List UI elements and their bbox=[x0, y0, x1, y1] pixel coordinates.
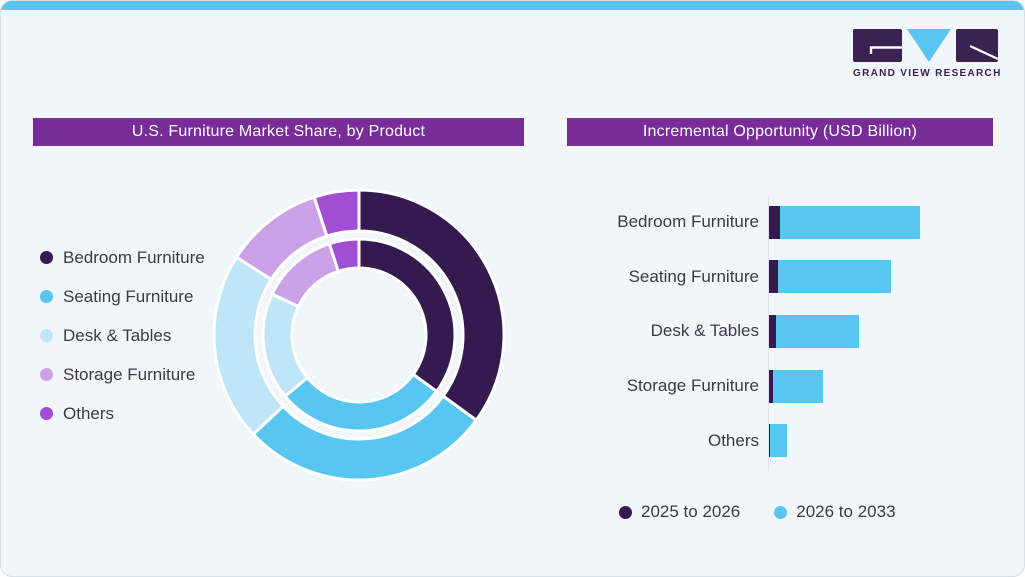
legend-item: Seating Furniture bbox=[40, 277, 205, 316]
legend-item-label: 2026 to 2033 bbox=[796, 502, 896, 521]
bar-chart-legend: 2025 to 2026 2026 to 2033 bbox=[619, 502, 896, 522]
bar-track bbox=[768, 260, 891, 294]
bar-category-label: Desk & Tables bbox=[650, 321, 759, 341]
bar-segment-2025-2026 bbox=[769, 369, 773, 403]
bar-track bbox=[768, 314, 859, 348]
legend-dot bbox=[40, 329, 53, 342]
bar-track bbox=[768, 369, 824, 403]
market-share-donut-chart bbox=[212, 188, 506, 482]
legend-item: 2026 to 2033 bbox=[774, 502, 896, 522]
legend-item-label: Seating Furniture bbox=[63, 286, 194, 306]
legend-item: 2025 to 2026 bbox=[619, 502, 740, 522]
bar-chart-title: Incremental Opportunity (USD Billion) bbox=[567, 118, 993, 146]
legend-item: Desk & Tables bbox=[40, 316, 205, 355]
bar-segment-2026-2033 bbox=[769, 424, 788, 458]
donut-chart-title: U.S. Furniture Market Share, by Product bbox=[33, 118, 524, 146]
bar-track bbox=[768, 424, 788, 458]
logo-v-icon bbox=[907, 29, 951, 62]
bar-row: Seating Furniture bbox=[603, 250, 1013, 305]
legend-item: Bedroom Furniture bbox=[40, 238, 205, 277]
bar-row: Desk & Tables bbox=[603, 304, 1013, 359]
bar-segment-2026-2033 bbox=[780, 205, 920, 239]
incremental-opportunity-bars: Bedroom Furniture Seating Furniture Desk &… bbox=[603, 195, 1013, 468]
bar-row: Others bbox=[603, 413, 1013, 468]
legend-item-label: Others bbox=[63, 403, 115, 423]
donut-inner-segment-desk-tables bbox=[261, 292, 310, 399]
donut-legend: Bedroom Furniture Seating Furniture Desk &… bbox=[40, 238, 205, 433]
bar-segment-2026-2033 bbox=[775, 314, 859, 348]
bar-category-label: Seating Furniture bbox=[628, 266, 759, 286]
top-accent-strip bbox=[1, 1, 1024, 10]
legend-dot bbox=[40, 368, 53, 381]
bar-row: Bedroom Furniture bbox=[603, 195, 1013, 250]
bar-segment-2025-2026 bbox=[769, 260, 779, 294]
legend-item-label: Storage Furniture bbox=[63, 364, 196, 384]
legend-item: Storage Furniture bbox=[40, 355, 205, 394]
legend-item: Others bbox=[40, 394, 205, 433]
donut-inner-segment-others bbox=[327, 237, 361, 274]
bar-segment-2026-2033 bbox=[778, 260, 891, 294]
bar-segment-2026-2033 bbox=[772, 369, 824, 403]
donut-outer-segment-others bbox=[312, 188, 361, 238]
bar-track bbox=[768, 205, 920, 239]
donut-outer-segment-bedroom-furniture bbox=[357, 188, 506, 423]
logo-marks bbox=[853, 29, 999, 63]
bar-chart-axis-line bbox=[768, 197, 769, 471]
legend-dot bbox=[619, 505, 632, 519]
bar-category-label: Bedroom Furniture bbox=[617, 212, 759, 232]
bar-segment-2025-2026 bbox=[769, 314, 776, 348]
logo-wordmark: GRAND VIEW RESEARCH bbox=[853, 68, 1002, 79]
legend-item-label: Desk & Tables bbox=[63, 325, 172, 345]
legend-dot bbox=[40, 290, 53, 303]
legend-dot bbox=[774, 505, 788, 519]
bar-category-label: Others bbox=[707, 430, 759, 450]
bar-segment-2025-2026 bbox=[769, 424, 770, 458]
bar-segment-2025-2026 bbox=[769, 205, 781, 239]
bar-category-label: Storage Furniture bbox=[626, 376, 759, 396]
legend-item-label: 2025 to 2026 bbox=[641, 502, 741, 521]
legend-dot bbox=[40, 251, 53, 264]
bar-row: Storage Furniture bbox=[603, 359, 1013, 414]
legend-dot bbox=[40, 407, 53, 420]
legend-item-label: Bedroom Furniture bbox=[63, 247, 205, 267]
grand-view-research-logo: GRAND VIEW RESEARCH bbox=[853, 29, 1002, 79]
logo-g-icon bbox=[853, 29, 902, 62]
logo-r-icon bbox=[956, 29, 998, 62]
